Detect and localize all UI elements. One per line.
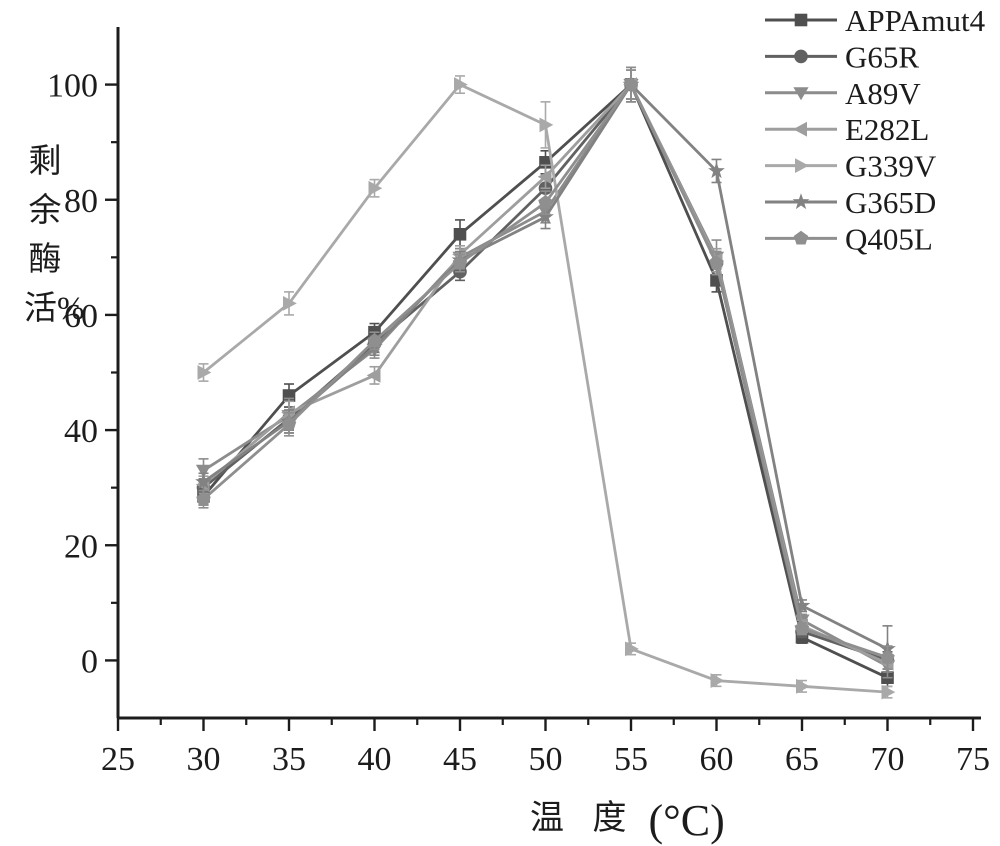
series-G339V: [197, 75, 896, 700]
legend-label: E282L: [845, 112, 929, 147]
circle-marker-icon: [794, 49, 808, 64]
star-marker-icon: [793, 596, 811, 613]
y-tick-label: 40: [64, 413, 98, 450]
pentagon-marker-icon: [538, 195, 553, 209]
triangle-left-marker-icon: [366, 367, 381, 383]
pentagon-marker-icon: [196, 491, 211, 506]
pentagon-marker-icon: [367, 333, 382, 347]
x-tick-label: 35: [272, 741, 306, 778]
x-tick-label: 55: [614, 741, 648, 778]
y-tick-label: 100: [47, 68, 98, 105]
legend-item-G365D: G365D: [765, 185, 936, 220]
x-tick-label: 50: [529, 741, 563, 778]
triangle-right-marker-icon: [710, 673, 725, 688]
legend-item-E282L: E282L: [765, 112, 929, 147]
triangle-down-marker-icon: [793, 87, 809, 101]
legend-item-APPAmut4: APPAmut4: [765, 3, 986, 38]
legend-item-G65R: G65R: [765, 39, 919, 74]
pentagon-marker-icon: [452, 255, 468, 270]
legend-label: A89V: [845, 76, 921, 111]
triangle-right-marker-icon: [795, 158, 809, 173]
legend-item-G339V: G339V: [765, 149, 937, 184]
legend-item-A89V: A89V: [765, 76, 921, 111]
pentagon-marker-icon: [281, 416, 297, 431]
y-tick-label: 80: [64, 183, 98, 220]
x-tick-label: 25: [101, 741, 135, 778]
y-tick-label: 60: [64, 298, 98, 335]
triangle-right-marker-icon: [625, 641, 639, 657]
star-marker-icon: [708, 162, 725, 179]
legend-label: G65R: [845, 39, 919, 74]
legend-label: G339V: [845, 149, 937, 184]
pentagon-marker-icon: [880, 649, 895, 664]
x-axis-title-unit: (°C): [648, 796, 725, 845]
legend-label: APPAmut4: [845, 3, 986, 38]
square-marker-icon: [453, 228, 467, 241]
series-Q405L: [196, 69, 895, 670]
pentagon-marker-icon: [623, 76, 639, 91]
star-marker-icon: [537, 208, 554, 225]
y-tick-label: 0: [81, 643, 98, 680]
x-tick-label: 65: [785, 741, 819, 778]
triangle-right-marker-icon: [368, 180, 383, 196]
triangle-right-marker-icon: [539, 117, 554, 133]
legend-item-Q405L: Q405L: [765, 221, 933, 256]
y-axis-title: 剩余酶活%: [24, 144, 85, 327]
x-axis-title-cjk: 温 度: [530, 800, 637, 837]
x-tick-label: 60: [700, 741, 734, 778]
star-marker-icon: [792, 193, 810, 210]
x-tick-label: 30: [187, 741, 221, 778]
legend-label: Q405L: [845, 221, 933, 256]
triangle-left-marker-icon: [793, 121, 807, 137]
triangle-right-marker-icon: [454, 77, 468, 92]
legend-label: G365D: [845, 185, 936, 220]
series-APPAmut4: [197, 66, 894, 688]
x-tick-label: 75: [956, 741, 990, 778]
pentagon-marker-icon: [793, 230, 809, 245]
y-tick-label: 20: [64, 528, 98, 565]
x-axis-title: 温 度 (°C): [530, 790, 725, 846]
star-marker-icon: [195, 473, 212, 490]
triangle-down-marker-icon: [195, 464, 212, 478]
x-tick-label: 45: [443, 741, 477, 778]
x-tick-label: 70: [871, 741, 905, 778]
pentagon-marker-icon: [794, 621, 810, 635]
triangle-right-marker-icon: [197, 365, 212, 380]
x-tick-label: 40: [358, 741, 392, 778]
triangle-right-marker-icon: [881, 684, 896, 700]
square-marker-icon: [794, 13, 808, 27]
triangle-right-marker-icon: [796, 678, 810, 694]
axes: 25 30 35 40 45 50 55 60 65 70 75 0 20 40 60 80 100: [47, 27, 990, 778]
triangle-left-marker-icon: [537, 169, 552, 185]
pentagon-marker-icon: [709, 255, 724, 270]
triangle-right-marker-icon: [283, 296, 297, 311]
